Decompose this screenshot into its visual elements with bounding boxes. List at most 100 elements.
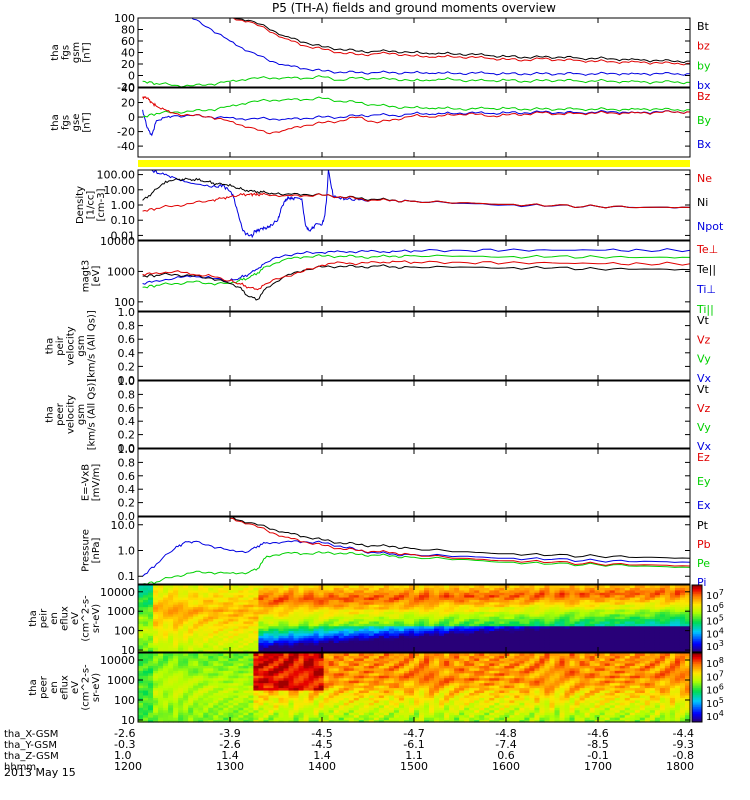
peir_eflux-cell <box>208 623 214 627</box>
peir_eflux-cell <box>459 587 465 591</box>
peer_eflux-cell <box>173 687 179 691</box>
peer_eflux-cell <box>278 672 285 676</box>
peer_eflux-cell <box>158 665 164 669</box>
peer_eflux-cell <box>278 717 285 721</box>
peir_eflux-cell <box>579 644 586 648</box>
peir_eflux-cell <box>338 640 345 644</box>
peer_eflux-cell <box>403 719 410 723</box>
peir_eflux-cell <box>408 642 415 646</box>
peir_eflux-cell <box>654 592 661 596</box>
peir_eflux-cell <box>333 618 340 622</box>
peir_eflux-cell <box>679 592 686 596</box>
peir_eflux-cell <box>469 620 475 624</box>
peir_eflux-cell <box>293 592 300 596</box>
peir_eflux-cell <box>313 644 320 648</box>
peir_eflux-cell <box>243 611 249 615</box>
peir_eflux-cell <box>674 589 681 593</box>
peer_eflux-cell <box>183 719 189 723</box>
peir_eflux-cell <box>609 594 616 598</box>
peir_eflux-cell <box>168 630 174 634</box>
peer_eflux-cell <box>363 702 370 706</box>
peer_velocity-legend-entry: Vy <box>697 421 711 434</box>
peir_eflux-cell <box>243 616 249 620</box>
peir_eflux-cell <box>619 611 626 615</box>
peir_eflux-cell <box>614 608 621 612</box>
efield-tick-label: 0.4 <box>118 483 136 496</box>
peir_eflux-cell <box>669 620 676 624</box>
fgs_gse-legend-entry: Bx <box>697 138 712 151</box>
peir_eflux-cell <box>268 637 275 641</box>
efield-legend-entry: Ey <box>697 475 711 488</box>
peir_eflux-cell <box>449 632 455 636</box>
peer_eflux-cell <box>333 685 340 689</box>
peir_eflux-cell <box>203 635 209 639</box>
peer_eflux-cell <box>328 692 335 696</box>
peir_eflux-cell <box>198 618 204 622</box>
peer_eflux-cell <box>393 689 400 694</box>
peir_eflux-cell <box>178 606 184 610</box>
peir_eflux-cell <box>198 587 204 591</box>
peer_eflux-cell <box>138 680 144 684</box>
peir_eflux-cell <box>383 640 390 644</box>
peir_eflux-cell <box>163 623 169 627</box>
peir_eflux-cell <box>649 644 656 648</box>
peir_eflux-cell <box>444 608 450 612</box>
peer_eflux-cell <box>238 653 244 657</box>
peir_eflux-cell <box>143 620 149 624</box>
peir_eflux-colorbar-seg <box>692 596 702 599</box>
peir_eflux-cell <box>138 587 144 591</box>
peir_eflux-cell <box>539 611 546 615</box>
peer_eflux-cell <box>373 699 380 703</box>
peir_eflux-cell <box>589 649 596 653</box>
peer_eflux-cell <box>143 655 149 659</box>
peir_eflux-cell <box>449 647 455 651</box>
peir_eflux-cell <box>544 649 551 653</box>
peir_eflux-cell <box>534 635 541 639</box>
peir_eflux-cell <box>644 623 651 627</box>
peer_eflux-cell <box>353 670 360 674</box>
peir_eflux-cell <box>403 613 410 617</box>
peir_eflux-cell <box>479 623 485 627</box>
peir_eflux-cell <box>649 628 656 632</box>
peir_eflux-colorbar <box>691 584 703 653</box>
peir_eflux-cell <box>589 640 596 644</box>
peer_eflux-cell <box>263 717 270 721</box>
peer_eflux-cell <box>398 692 405 696</box>
peir_eflux-colorbar-seg <box>692 630 702 633</box>
peir_eflux-cell <box>599 642 606 646</box>
peir_eflux-cell <box>303 601 310 605</box>
peer_eflux-cell <box>393 707 400 711</box>
peir_eflux-cell <box>634 596 641 600</box>
peir_eflux-cell <box>529 642 536 646</box>
peer_eflux-cell <box>328 680 335 684</box>
peir_eflux-cell <box>338 647 345 651</box>
peir_eflux-cell <box>609 613 616 617</box>
pressure-legend-entry: Pe <box>697 557 710 570</box>
peer_eflux-cell <box>268 702 275 706</box>
peir_eflux-cell <box>183 632 189 636</box>
peer_eflux-cell <box>343 699 350 703</box>
peir_eflux-cell <box>168 644 174 648</box>
peer_eflux-cell <box>308 687 315 691</box>
peir_eflux-cell <box>238 642 244 646</box>
peer_eflux-cell <box>288 699 295 703</box>
peir_eflux-cell <box>559 644 566 648</box>
peir_eflux-cell <box>509 635 515 639</box>
peir_eflux-cell <box>504 647 510 651</box>
peir_eflux-cell <box>449 628 455 632</box>
peer_eflux-cell <box>138 657 144 661</box>
peir_eflux-cell <box>208 608 214 612</box>
peir_eflux-cell <box>439 647 445 651</box>
peer_eflux-cell <box>398 697 405 701</box>
peer_eflux-cell <box>353 667 360 671</box>
peir_eflux-cell <box>579 587 586 591</box>
peer_eflux-cell <box>378 689 385 694</box>
peir_eflux-cell <box>534 599 541 603</box>
peer_eflux-cell <box>358 709 365 713</box>
peir_eflux-cell <box>619 625 626 629</box>
peir_eflux-cell <box>228 585 234 588</box>
peir_eflux-cell <box>168 618 174 622</box>
peir_eflux-cell <box>574 613 581 617</box>
peer_eflux-cell <box>278 709 285 713</box>
peir_eflux-cell <box>213 592 219 596</box>
